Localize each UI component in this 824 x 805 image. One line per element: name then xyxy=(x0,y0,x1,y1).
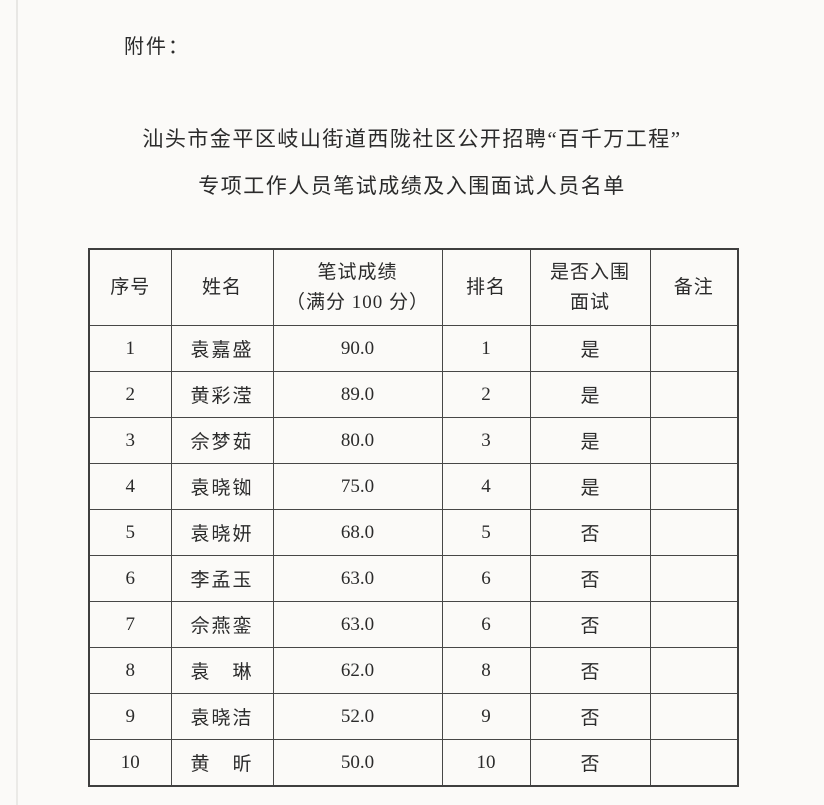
header-name: 姓名 xyxy=(170,248,274,326)
cell-rank: 8 xyxy=(441,647,531,694)
header-no: 序号 xyxy=(88,248,172,326)
cell-remark xyxy=(649,463,739,510)
cell-name: 袁 琳 xyxy=(170,647,274,694)
cell-remark xyxy=(649,417,739,464)
cell-remark xyxy=(649,509,739,556)
cell-name: 佘燕銮 xyxy=(170,601,274,648)
cell-shortlisted: 是 xyxy=(529,371,651,418)
cell-no: 9 xyxy=(88,693,172,740)
cell-no: 4 xyxy=(88,463,172,510)
cell-score: 50.0 xyxy=(272,739,443,787)
cell-shortlisted: 否 xyxy=(529,601,651,648)
cell-score: 90.0 xyxy=(272,325,443,372)
cell-name: 佘梦茹 xyxy=(170,417,274,464)
cell-remark xyxy=(649,325,739,372)
table-row: 5 袁晓妍 68.0 5 否 xyxy=(88,509,739,556)
cell-shortlisted: 是 xyxy=(529,463,651,510)
table-row: 4 袁晓铷 75.0 4 是 xyxy=(88,463,739,510)
table-row: 2 黄彩滢 89.0 2 是 xyxy=(88,371,739,418)
cell-name: 袁晓铷 xyxy=(170,463,274,510)
header-shortlisted: 是否入围 面试 xyxy=(529,248,651,326)
cell-remark xyxy=(649,601,739,648)
cell-no: 1 xyxy=(88,325,172,372)
table-row: 3 佘梦茹 80.0 3 是 xyxy=(88,417,739,464)
document-title-line2: 专项工作人员笔试成绩及入围面试人员名单 xyxy=(198,174,626,198)
cell-no: 5 xyxy=(88,509,172,556)
cell-no: 2 xyxy=(88,371,172,418)
cell-no: 3 xyxy=(88,417,172,464)
table-row: 10 黄 昕 50.0 10 否 xyxy=(88,739,739,787)
cell-rank: 4 xyxy=(441,463,531,510)
cell-score: 75.0 xyxy=(272,463,443,510)
cell-rank: 5 xyxy=(441,509,531,556)
table-row: 1 袁嘉盛 90.0 1 是 xyxy=(88,325,739,372)
cell-shortlisted: 是 xyxy=(529,417,651,464)
table-row: 6 李孟玉 63.0 6 否 xyxy=(88,555,739,602)
cell-rank: 10 xyxy=(441,739,531,787)
score-table-header: 序号 姓名 笔试成绩 （满分 100 分） 排名 是否入围 面试 备注 xyxy=(88,248,739,326)
cell-name: 黄彩滢 xyxy=(170,371,274,418)
cell-score: 68.0 xyxy=(272,509,443,556)
cell-no: 6 xyxy=(88,555,172,602)
cell-rank: 6 xyxy=(441,601,531,648)
cell-no: 8 xyxy=(88,647,172,694)
cell-score: 80.0 xyxy=(272,417,443,464)
document-title-line1: 汕头市金平区岐山街道西陇社区公开招聘“百千万工程” xyxy=(142,127,682,151)
cell-name: 袁晓妍 xyxy=(170,509,274,556)
header-rank: 排名 xyxy=(441,248,531,326)
cell-shortlisted: 否 xyxy=(529,555,651,602)
document-title: 汕头市金平区岐山街道西陇社区公开招聘“百千万工程” 专项工作人员笔试成绩及入围面… xyxy=(0,116,824,210)
cell-name: 黄 昕 xyxy=(170,739,274,787)
cell-shortlisted: 否 xyxy=(529,693,651,740)
cell-rank: 2 xyxy=(441,371,531,418)
cell-score: 63.0 xyxy=(272,601,443,648)
cell-shortlisted: 是 xyxy=(529,325,651,372)
attachment-label: 附件： xyxy=(124,36,190,58)
cell-shortlisted: 否 xyxy=(529,509,651,556)
cell-shortlisted: 否 xyxy=(529,739,651,787)
cell-rank: 6 xyxy=(441,555,531,602)
header-row: 序号 姓名 笔试成绩 （满分 100 分） 排名 是否入围 面试 备注 xyxy=(88,248,739,326)
cell-remark xyxy=(649,371,739,418)
table-row: 7 佘燕銮 63.0 6 否 xyxy=(88,601,739,648)
cell-rank: 3 xyxy=(441,417,531,464)
cell-shortlisted: 否 xyxy=(529,647,651,694)
score-table-body: 1 袁嘉盛 90.0 1 是 2 黄彩滢 89.0 2 是 3 佘梦茹 80.0 3 是 4 袁晓铷 75.0 4 是… xyxy=(88,325,739,787)
score-table: 序号 姓名 笔试成绩 （满分 100 分） 排名 是否入围 面试 备注 1 袁嘉盛… xyxy=(88,248,739,787)
cell-rank: 1 xyxy=(441,325,531,372)
cell-no: 7 xyxy=(88,601,172,648)
cell-remark xyxy=(649,739,739,787)
cell-remark xyxy=(649,693,739,740)
cell-name: 袁晓洁 xyxy=(170,693,274,740)
scan-edge-artifact xyxy=(16,0,18,805)
cell-name: 李孟玉 xyxy=(170,555,274,602)
table-row: 9 袁晓洁 52.0 9 否 xyxy=(88,693,739,740)
cell-score: 52.0 xyxy=(272,693,443,740)
cell-score: 62.0 xyxy=(272,647,443,694)
header-remark: 备注 xyxy=(649,248,739,326)
cell-score: 89.0 xyxy=(272,371,443,418)
cell-remark xyxy=(649,647,739,694)
cell-score: 63.0 xyxy=(272,555,443,602)
header-score: 笔试成绩 （满分 100 分） xyxy=(272,248,443,326)
cell-rank: 9 xyxy=(441,693,531,740)
cell-no: 10 xyxy=(88,739,172,787)
cell-name: 袁嘉盛 xyxy=(170,325,274,372)
cell-remark xyxy=(649,555,739,602)
